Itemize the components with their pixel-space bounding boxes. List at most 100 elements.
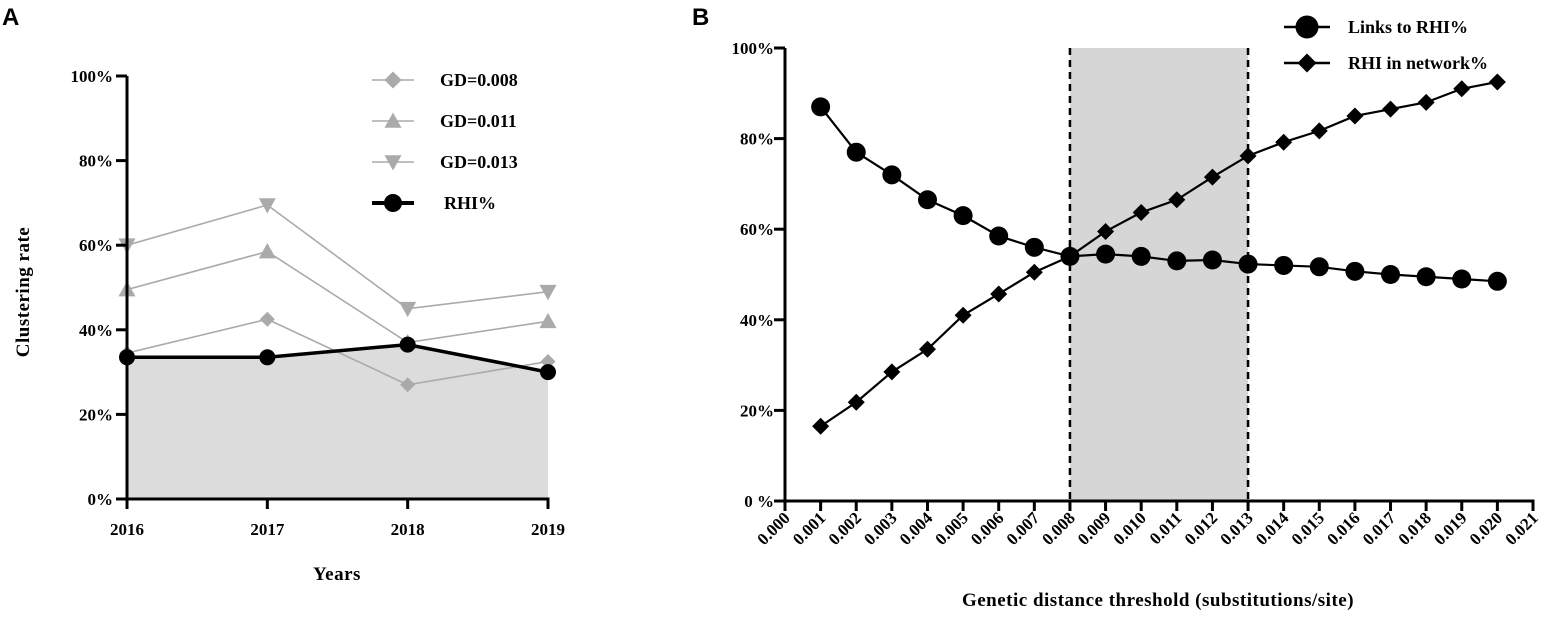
point-Links to RHI%-0.019 (1452, 269, 1472, 289)
x-tick-label-a-2018: 2018 (391, 520, 425, 539)
x-tick-label-b-19: 0.019 (1430, 508, 1470, 548)
legend-label-RHI%: RHI% (444, 193, 496, 213)
point-Links to RHI%-0.011 (1167, 251, 1187, 271)
series-line-RHI% (127, 342, 549, 374)
y-tick-label-a-1: 20% (79, 405, 113, 424)
x-tick-label-a-2016: 2016 (110, 520, 144, 539)
point-Links to RHI%-0.009 (1096, 244, 1116, 264)
x-tick-label-b-14: 0.014 (1252, 508, 1293, 549)
point-Links to RHI%-0.007 (1024, 237, 1044, 257)
legend-label-GD=0.008: GD=0.008 (440, 70, 518, 90)
legend-marker-RHI% (384, 194, 402, 212)
x-tick-label-a-2017: 2017 (250, 520, 285, 539)
x-tick-label-b-11: 0.011 (1146, 508, 1186, 548)
point-RHI in network%-0.017 (1382, 100, 1400, 118)
point-RHI in network%-0.019 (1453, 80, 1471, 98)
point-RHI in network%-0.001 (812, 417, 830, 435)
x-tick-label-b-5: 0.005 (931, 508, 971, 548)
chart-panel-a: Clustering rate Years GD=0.008 GD=0.011 GD… (13, 67, 565, 585)
x-axis-title-b: Genetic distance threshold (substitution… (962, 590, 1354, 611)
point-RHI in network%-0.004 (918, 340, 936, 358)
shaded-region-b (1069, 48, 1249, 501)
point-GD=0.011-2019 (539, 312, 557, 329)
y-tick-label-a-3: 60% (79, 236, 113, 255)
legend-marker-GD=0.011 (384, 112, 402, 128)
point-Links to RHI%-0.012 (1202, 250, 1222, 270)
y-axis-title-a: Clustering rate (13, 227, 34, 357)
y-tick-label-a-2: 40% (79, 321, 113, 340)
legend-label-GD=0.011: GD=0.011 (440, 111, 517, 131)
point-Links to RHI%-0.006 (989, 226, 1009, 246)
point-Links to RHI%-0.003 (882, 165, 902, 185)
x-tick-label-b-13: 0.013 (1216, 508, 1256, 548)
point-RHI in network%-0.014 (1275, 133, 1293, 151)
point-Links to RHI%-0.018 (1416, 267, 1436, 287)
x-tick-label-b-2: 0.002 (825, 508, 865, 548)
point-Links to RHI%-0.001 (811, 97, 831, 117)
point-GD=0.013-2017 (258, 198, 276, 214)
point-RHI in network%-0.011 (1168, 191, 1186, 209)
series-line-GD=0.013 (126, 204, 549, 310)
y-tick-label-b-1: 20% (740, 401, 774, 420)
point-Links to RHI%-0.02 (1487, 271, 1507, 291)
x-tick-label-b-9: 0.009 (1074, 508, 1114, 548)
panel-label-a: A (2, 4, 19, 31)
x-tick-label-b-7: 0.007 (1003, 508, 1044, 549)
x-tick-label-b-10: 0.010 (1110, 508, 1150, 548)
x-tick-label-a-2019: 2019 (531, 520, 565, 539)
point-Links to RHI%-0.01 (1131, 246, 1151, 266)
point-RHI in network%-0.009 (1097, 222, 1115, 240)
point-GD=0.011-2017 (258, 243, 276, 259)
legend-label-Links to RHI%: Links to RHI% (1348, 17, 1468, 37)
x-tick-label-b-17: 0.017 (1359, 508, 1400, 549)
point-Links to RHI%-0.005 (953, 206, 973, 226)
point-GD=0.008-2018 (400, 377, 416, 393)
y-tick-label-b-3: 60% (740, 220, 774, 239)
x-tick-label-b-3: 0.003 (860, 508, 900, 548)
point-RHI in network%-0.01 (1132, 203, 1150, 221)
rhi-area-fill-a (127, 344, 548, 499)
legend-marker-GD=0.008 (384, 71, 402, 89)
point-RHI in network%-0.02 (1488, 73, 1506, 91)
y-tick-label-b-0: 0 % (744, 492, 774, 511)
point-Links to RHI%-0.015 (1309, 257, 1329, 277)
point-Links to RHI%-0.017 (1381, 265, 1401, 284)
point-RHI in network%-0.007 (1025, 263, 1043, 281)
legend-label-GD=0.013: GD=0.013 (440, 152, 518, 172)
point-RHI in network%-0.003 (883, 363, 901, 381)
point-GD=0.013-2018 (399, 301, 417, 318)
x-tick-label-b-21: 0.021 (1501, 508, 1541, 548)
x-tick-label-b-18: 0.018 (1394, 508, 1434, 548)
point-RHI in network%-0.006 (990, 285, 1008, 303)
y-tick-label-b-5: 100% (732, 39, 775, 58)
point-RHI in network%-0.002 (847, 393, 865, 411)
point-RHI%-2018 (399, 336, 416, 353)
x-axis-title-a: Years (313, 564, 361, 585)
x-tick-label-b-1: 0.001 (789, 508, 829, 548)
point-Links to RHI%-0.014 (1274, 255, 1294, 275)
chart-panel-b: Genetic distance threshold (substitution… (732, 15, 1542, 611)
point-RHI in network%-0.012 (1203, 168, 1221, 186)
y-tick-label-b-2: 40% (740, 311, 774, 330)
point-GD=0.013-2019 (539, 284, 557, 301)
x-tick-label-b-0: 0.000 (753, 508, 793, 548)
point-RHI in network%-0.016 (1346, 107, 1364, 125)
point-RHI in network%-0.018 (1417, 93, 1435, 111)
point-RHI in network%-0.005 (954, 306, 972, 324)
x-tick-label-b-6: 0.006 (967, 508, 1007, 548)
x-tick-label-b-4: 0.004 (896, 508, 937, 549)
point-RHI in network%-0.008 (1061, 247, 1079, 265)
series-line-GD=0.011 (126, 250, 549, 344)
x-tick-label-b-20: 0.020 (1466, 508, 1506, 548)
point-RHI in network%-0.015 (1310, 122, 1328, 140)
y-tick-label-b-4: 80% (740, 130, 774, 149)
x-tick-label-b-8: 0.008 (1038, 508, 1078, 548)
y-tick-label-a-0: 0% (88, 490, 114, 509)
y-tick-label-a-5: 100% (71, 67, 114, 86)
x-tick-label-b-15: 0.015 (1288, 508, 1328, 548)
point-RHI in network%-0.013 (1239, 147, 1257, 165)
legend-marker-GD=0.013 (384, 155, 402, 171)
legend-marker-RHI in network% (1297, 53, 1317, 73)
legend-label-RHI in network%: RHI in network% (1348, 53, 1488, 73)
x-tick-label-b-12: 0.012 (1181, 508, 1221, 548)
